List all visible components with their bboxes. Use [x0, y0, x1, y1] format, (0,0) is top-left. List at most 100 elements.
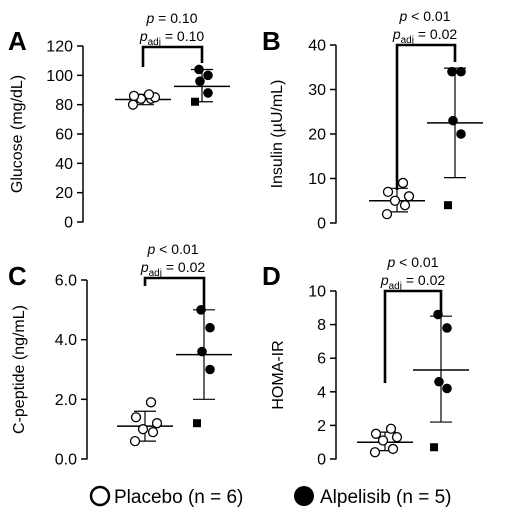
panel-b-padj-value: padj = 0.02: [392, 26, 458, 46]
panel-a-padj-subscript: adj: [148, 37, 161, 48]
panel-b-y-tick-label: 20: [308, 127, 326, 144]
panel-b-placebo-point: [399, 200, 411, 211]
panel-b-alpelisib-square-point: [444, 201, 452, 210]
panel-c-padj-symbol: p: [140, 259, 149, 275]
panel-a-alpelisib-square-point: [191, 97, 199, 106]
panel-a-alpelisib-point: [194, 64, 204, 75]
panel-a-padj-symbol: p: [139, 28, 148, 44]
panel-c-placebo-point: [129, 435, 141, 447]
panel-c-padj-subscript: adj: [149, 268, 162, 279]
panel-b-placebo-point: [397, 177, 409, 189]
panel-d-padj-subscript: adj: [389, 281, 402, 292]
panel-b-padj-symbol: p: [392, 26, 401, 42]
panel-a-p-value: p = 0.10: [146, 10, 198, 26]
panel-d-y-tick-label: 0: [317, 452, 326, 469]
panel-b-significance-bracket: [395, 43, 457, 190]
panel-c-y-tick-label: 0.0: [55, 452, 77, 469]
panel-b-alpelisib-point: [456, 129, 466, 139]
panel-b-alpelisib-point: [456, 66, 466, 77]
panel-c: C0.02.04.06.0C-peptide (ng/mL)p < 0.01pa…: [8, 241, 232, 469]
panel-b-placebo-point: [381, 208, 393, 220]
panel-d-placebo-point: [377, 435, 389, 446]
panel-d-padj-symbol: p: [380, 272, 389, 288]
panel-c-padj-value-text: = 0.02: [162, 259, 205, 275]
panel-a-placebo-point: [128, 90, 140, 102]
panel-a-y-tick-label: 20: [55, 185, 73, 202]
panel-d-alpelisib-point: [434, 376, 444, 387]
panel-a-placebo-point: [143, 89, 155, 100]
panel-b-placebo-point: [389, 195, 401, 206]
panel-c-significance-bracket: [143, 276, 206, 310]
panel-d-placebo-point: [391, 432, 403, 443]
panel-b-alpelisib-point: [447, 66, 457, 77]
panel-b-letter: B: [262, 26, 281, 56]
panel-d-y-tick-label: 2: [317, 418, 326, 435]
legend: Placebo (n = 6) Alpelisib (n = 5): [89, 485, 451, 508]
panel-a-y-tick-label: 80: [55, 97, 73, 114]
panel-c-y-tick-label: 2.0: [55, 392, 77, 409]
panel-a-p-value-text: = 0.10: [154, 10, 197, 26]
panel-b-p-value: p < 0.01: [399, 8, 451, 24]
panel-c-alpelisib-point: [205, 322, 215, 333]
panel-a-y-axis-label: Glucose (mg/dL): [9, 75, 26, 193]
panel-a-padj-value-text: = 0.10: [161, 28, 204, 44]
panel-b-p-symbol: p: [399, 8, 408, 24]
panel-a-y-tick-label: 120: [46, 39, 73, 56]
panel-d-alpelisib-point: [442, 323, 452, 333]
panel-d-p-symbol: p: [387, 254, 396, 270]
panel-d-alpelisib-square-point: [430, 443, 438, 452]
panel-c-p-value-text: < 0.01: [155, 241, 198, 257]
panel-a-alpelisib-point: [203, 88, 213, 98]
panel-c-y-axis-label: C-peptide (ng/mL): [11, 305, 28, 434]
panel-a-padj-value: padj = 0.10: [139, 28, 205, 48]
panel-b-padj-subscript: adj: [401, 35, 414, 46]
panel-c-placebo-point: [145, 397, 157, 408]
panel-a-y-tick-label: 0: [64, 215, 73, 232]
panel-b-y-axis-label: Insulin (µU/mL): [269, 80, 286, 189]
panel-c-p-value: p < 0.01: [147, 241, 199, 257]
panel-a-significance-bracket: [141, 45, 204, 67]
panel-a-y-tick-label: 60: [55, 127, 73, 144]
panel-c-letter: C: [8, 261, 27, 291]
panel-d-padj-value-text: = 0.02: [402, 272, 445, 288]
panel-b-p-value-text: < 0.01: [407, 8, 450, 24]
panel-a-placebo-point: [127, 99, 139, 110]
panel-b-placebo-point: [382, 186, 394, 198]
panel-c-placebo-point: [147, 426, 159, 438]
panel-d-significance-bracket: [383, 289, 443, 383]
panel-c-p-symbol: p: [147, 241, 156, 257]
panel-b-alpelisib-point: [448, 115, 458, 126]
legend-placebo-marker: [89, 485, 111, 507]
panel-c-placebo-point: [137, 424, 149, 435]
panel-b-padj-value-text: = 0.02: [414, 26, 457, 42]
panel-d-y-tick-label: 4: [317, 384, 326, 401]
panel-d-placebo-point: [370, 428, 382, 439]
panel-b-y-tick-label: 40: [308, 38, 326, 55]
panel-d-p-value: p < 0.01: [387, 254, 439, 270]
panel-d-alpelisib-point: [442, 383, 452, 394]
panel-c-y-tick-label: 4.0: [55, 332, 77, 349]
panel-a-y-tick-label: 100: [46, 68, 73, 85]
panel-c-placebo-point: [151, 418, 163, 429]
panel-a-alpelisib-point: [203, 70, 213, 81]
panel-a-letter: A: [8, 26, 27, 56]
panel-d-y-axis-label: HOMA-IR: [270, 340, 287, 409]
panel-d-y-tick-label: 10: [308, 284, 326, 301]
panel-d-y-tick-label: 8: [317, 317, 326, 334]
legend-alpelisib-label: Alpelisib (n = 5): [320, 487, 451, 508]
panel-c-placebo-point: [130, 412, 142, 423]
panel-b-y-tick-label: 0: [317, 216, 326, 233]
panel-a-alpelisib-point: [195, 76, 205, 86]
panel-a-y-tick-label: 40: [55, 156, 73, 173]
panel-a-p-symbol: p: [146, 10, 155, 26]
panel-d-placebo-point: [385, 423, 397, 434]
panel-d-padj-value: padj = 0.02: [380, 272, 446, 292]
panel-d-y-tick-label: 6: [317, 351, 326, 368]
panel-c-alpelisib-point: [205, 364, 215, 375]
panel-d-placebo-point: [387, 443, 399, 455]
